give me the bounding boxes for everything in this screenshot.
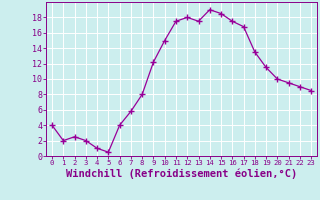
X-axis label: Windchill (Refroidissement éolien,°C): Windchill (Refroidissement éolien,°C) [66,169,297,179]
